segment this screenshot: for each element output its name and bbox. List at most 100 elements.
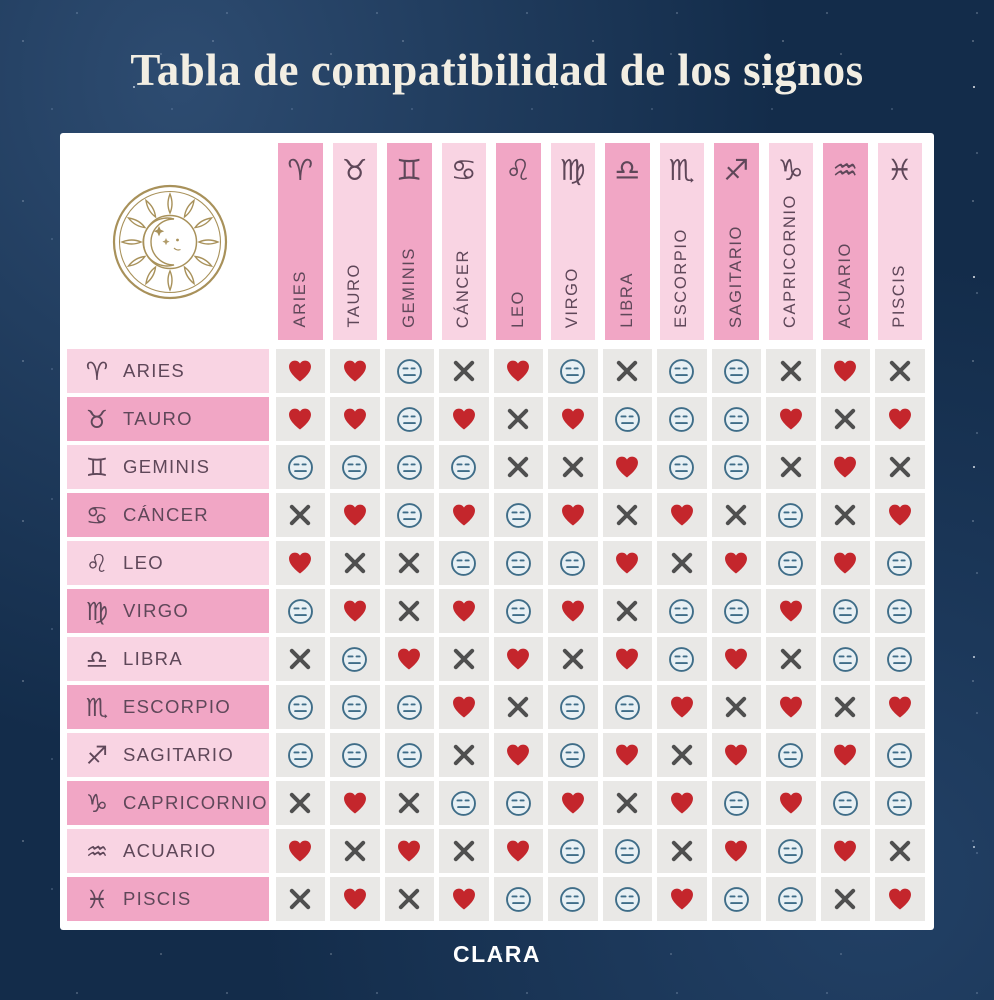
compat-cell-value (275, 445, 325, 489)
neutral-face-icon (342, 742, 368, 768)
compat-cell (709, 395, 764, 443)
compat-cell (328, 539, 383, 587)
compat-cell (546, 395, 601, 443)
x-mark-icon (617, 600, 638, 622)
compat-cell-value (602, 733, 652, 777)
x-mark-icon (399, 888, 420, 910)
compat-cell-value (820, 637, 870, 681)
compat-cell-value (275, 877, 325, 921)
compat-cell (764, 683, 819, 731)
compat-cell (655, 779, 710, 827)
compat-cell (818, 635, 873, 683)
compat-cell-value (439, 493, 489, 537)
neutral-face-icon (342, 646, 368, 672)
neutral-face-icon (560, 838, 586, 864)
heart-icon (834, 744, 857, 766)
column-header-geminis: ♊ GEMINIS (382, 143, 437, 347)
compat-cell (600, 587, 655, 635)
compat-cell-value (711, 589, 761, 633)
compat-cell (600, 827, 655, 875)
heart-icon (452, 408, 475, 430)
x-mark-icon (453, 840, 474, 862)
heart-icon (343, 360, 366, 382)
compat-cell-value (548, 493, 598, 537)
heart-icon (289, 408, 312, 430)
neutral-face-icon (560, 358, 586, 384)
compat-cell (709, 347, 764, 395)
neutral-face-icon (778, 742, 804, 768)
row-header-acuario: ♒ ACUARIO (67, 827, 273, 875)
column-header-acuario: ♒ ACUARIO (818, 143, 873, 347)
compat-cell (764, 731, 819, 779)
compat-cell-value (493, 733, 543, 777)
compat-cell-value (384, 493, 434, 537)
zodiac-symbol-icon: ♏ (668, 153, 695, 187)
compat-cell-value (766, 637, 816, 681)
compat-cell (546, 443, 601, 491)
neutral-face-icon (287, 694, 313, 720)
column-label: GEMINIS (399, 247, 418, 328)
zodiac-symbol-icon: ♐ (723, 153, 750, 187)
row-header-bar: ♌ LEO (67, 541, 269, 585)
compat-cell-value (384, 589, 434, 633)
compat-cell (764, 443, 819, 491)
compat-cell-value (766, 349, 816, 393)
row-header-tauro: ♉ TAURO (67, 395, 273, 443)
neutral-face-icon (287, 598, 313, 624)
compat-cell-value (657, 589, 707, 633)
heart-icon (398, 648, 421, 670)
column-header-bar: ♏ ESCORPIO (659, 143, 704, 340)
compat-cell (600, 491, 655, 539)
x-mark-icon (399, 792, 420, 814)
compat-cell (328, 683, 383, 731)
neutral-face-icon (396, 502, 422, 528)
compat-cell-value (657, 733, 707, 777)
table-corner (67, 143, 273, 347)
x-mark-icon (726, 696, 747, 718)
compat-cell-value (275, 397, 325, 441)
neutral-face-icon (832, 790, 858, 816)
zodiac-symbol-icon: ♎ (85, 644, 109, 674)
compat-cell (709, 827, 764, 875)
compat-cell (873, 347, 928, 395)
x-mark-icon (889, 456, 910, 478)
compat-cell-value (875, 397, 925, 441)
neutral-face-icon (396, 358, 422, 384)
compat-cell (491, 683, 546, 731)
compat-cell (600, 779, 655, 827)
compat-cell-value (330, 781, 380, 825)
column-label: PISCIS (890, 264, 909, 328)
neutral-face-icon (505, 790, 531, 816)
compat-cell-value (330, 733, 380, 777)
heart-icon (343, 888, 366, 910)
column-header-leo: ♌ LEO (491, 143, 546, 347)
compat-cell (818, 587, 873, 635)
brand-logo-text: CLARA (453, 941, 541, 967)
compat-cell-value (711, 733, 761, 777)
compat-cell (273, 491, 328, 539)
heart-icon (561, 600, 584, 622)
compat-cell-value (820, 541, 870, 585)
x-mark-icon (617, 792, 638, 814)
compat-cell-value (657, 445, 707, 489)
compat-cell-value (439, 637, 489, 681)
compat-cell-value (548, 781, 598, 825)
compat-cell-value (820, 493, 870, 537)
compat-cell-value (875, 637, 925, 681)
x-mark-icon (617, 360, 638, 382)
compat-cell (764, 347, 819, 395)
compat-cell (546, 539, 601, 587)
neutral-face-icon (887, 550, 913, 576)
neutral-face-icon (723, 598, 749, 624)
column-header-bar: ♎ LIBRA (605, 143, 650, 340)
compat-cell (491, 827, 546, 875)
compat-cell-value (275, 829, 325, 873)
x-mark-icon (780, 360, 801, 382)
compat-cell-value (711, 541, 761, 585)
neutral-face-icon (396, 742, 422, 768)
heart-icon (670, 792, 693, 814)
row-header-bar: ♎ LIBRA (67, 637, 269, 681)
compat-cell (818, 827, 873, 875)
neutral-face-icon (723, 790, 749, 816)
compat-cell-value (439, 541, 489, 585)
